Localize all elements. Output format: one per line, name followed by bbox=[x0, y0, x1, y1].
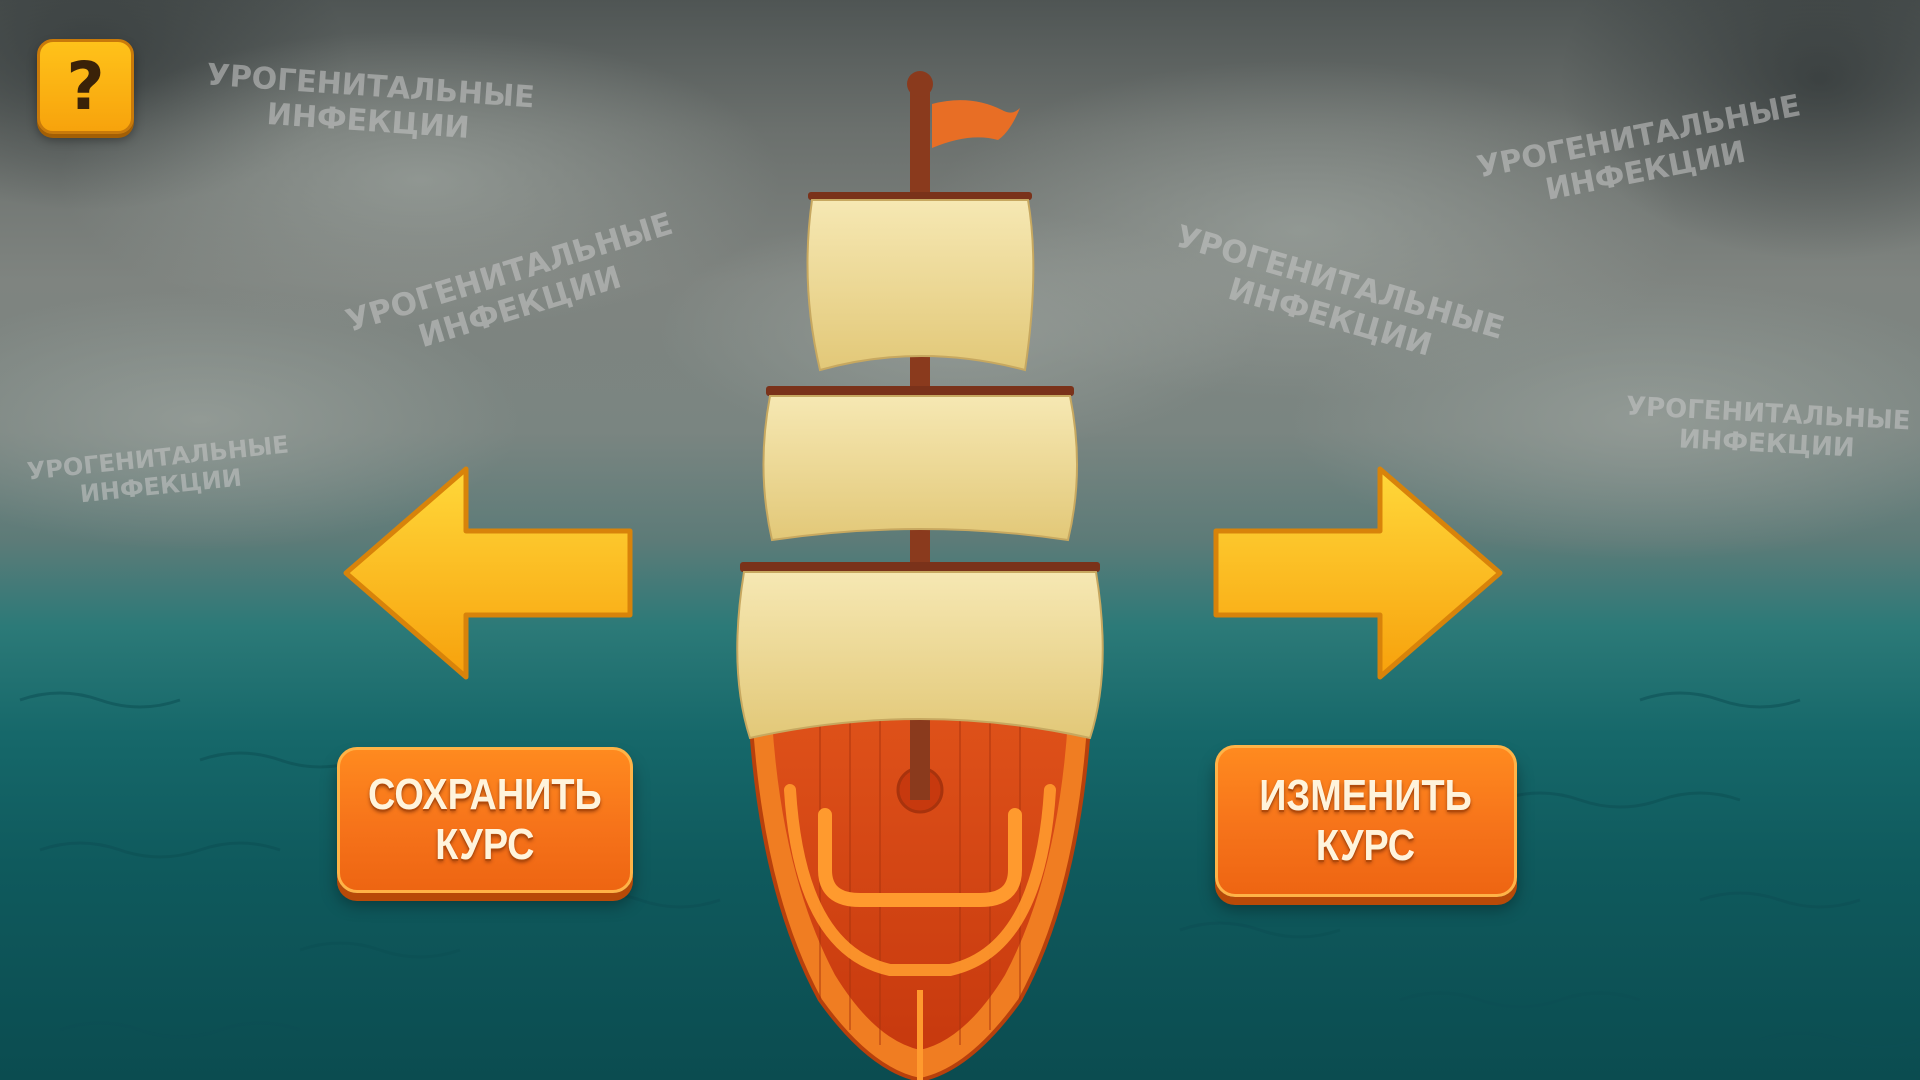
arrow-right-icon bbox=[1213, 466, 1503, 680]
ship-hull bbox=[746, 608, 1094, 1080]
ship-flag bbox=[932, 100, 1020, 148]
question-mark-icon: ? bbox=[66, 47, 105, 125]
help-button[interactable]: ? bbox=[37, 39, 134, 134]
save-course-button[interactable]: СОХРАНИТЬ КУРС bbox=[337, 747, 633, 893]
change-course-button[interactable]: ИЗМЕНИТЬ КУРС bbox=[1215, 745, 1517, 897]
arrow-left-icon bbox=[343, 466, 633, 680]
save-course-label: СОХРАНИТЬ КУРС bbox=[368, 770, 602, 869]
turn-left-arrow-button[interactable] bbox=[342, 465, 634, 681]
turn-right-arrow-button[interactable] bbox=[1212, 465, 1504, 681]
sailing-ship bbox=[720, 70, 1120, 1080]
ship-sail-bottom bbox=[736, 571, 1104, 740]
change-course-label: ИЗМЕНИТЬ КУРС bbox=[1259, 771, 1473, 870]
ship-sail-top bbox=[806, 199, 1035, 372]
ship-sail-middle bbox=[762, 395, 1079, 542]
